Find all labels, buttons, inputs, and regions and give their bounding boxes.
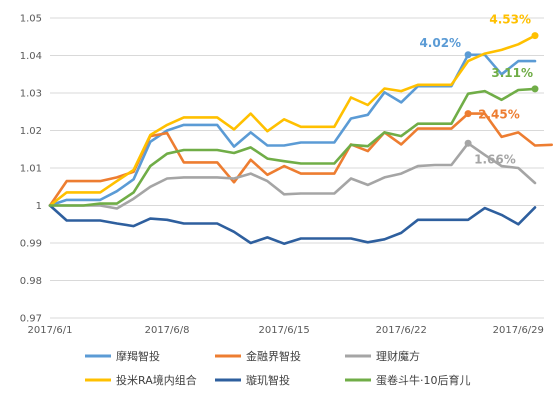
y-tick-label: 1.05 bbox=[20, 14, 42, 25]
legend-label: 摩羯智投 bbox=[116, 349, 160, 363]
series-line bbox=[48, 204, 537, 245]
series-line bbox=[48, 87, 537, 207]
series-lines bbox=[48, 34, 554, 245]
y-tick-label: 0.97 bbox=[20, 314, 42, 325]
data-label: 4.02% bbox=[419, 36, 461, 50]
data-labels: 4.02% 2.45% 1.66% 4.53% 3.11% bbox=[419, 13, 539, 166]
y-tick-label: 0.98 bbox=[20, 276, 42, 287]
data-point-marker bbox=[464, 139, 472, 147]
y-tick-label: 1.03 bbox=[20, 89, 42, 100]
data-point-marker bbox=[464, 110, 472, 118]
legend-label: 投米RA境内组合 bbox=[116, 373, 197, 387]
legend-label: 璇玑智投 bbox=[246, 373, 290, 387]
legend-label: 金融界智投 bbox=[246, 349, 301, 363]
x-tick-label: 2017/6/8 bbox=[145, 325, 190, 336]
legend-label: 理财魔方 bbox=[376, 349, 420, 363]
x-tick-label: 2017/6/29 bbox=[493, 325, 544, 336]
y-tick-label: 1.01 bbox=[20, 164, 42, 175]
data-label: 4.53% bbox=[489, 13, 531, 27]
y-tick-label: 1.02 bbox=[20, 126, 42, 137]
gridlines bbox=[50, 17, 544, 319]
data-label: 1.66% bbox=[474, 152, 516, 166]
y-axis: 0.97 0.98 0.99 1 1.01 1.02 1.03 1.04 1.05 bbox=[20, 14, 42, 325]
legend-label: 蛋卷斗牛·10后育儿 bbox=[376, 373, 471, 387]
y-tick-label: 1.04 bbox=[20, 51, 42, 62]
data-point-marker bbox=[531, 32, 539, 40]
series-line bbox=[48, 34, 537, 207]
y-tick-label: 0.99 bbox=[20, 239, 42, 250]
x-tick-label: 2017/6/22 bbox=[376, 325, 427, 336]
x-axis: 2017/6/1 2017/6/8 2017/6/15 2017/6/22 2017/6… bbox=[28, 325, 544, 336]
series-line bbox=[48, 142, 537, 210]
data-point-marker bbox=[464, 51, 472, 59]
data-label: 3.11% bbox=[491, 66, 533, 80]
data-label: 2.45% bbox=[478, 108, 520, 122]
x-tick-label: 2017/6/15 bbox=[258, 325, 309, 336]
x-tick-label: 2017/6/1 bbox=[28, 325, 73, 336]
y-tick-label: 1 bbox=[36, 201, 42, 212]
data-point-marker bbox=[531, 85, 539, 93]
